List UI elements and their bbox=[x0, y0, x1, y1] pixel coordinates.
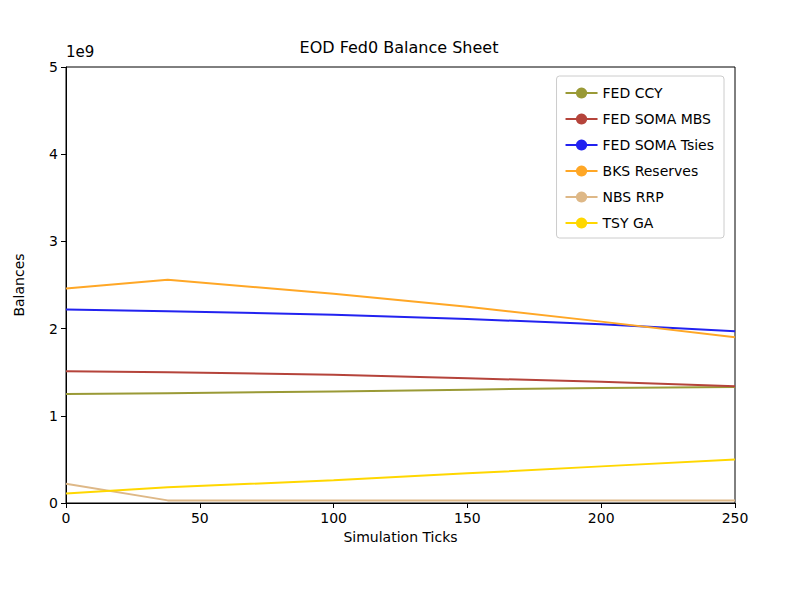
svg-text:250: 250 bbox=[722, 510, 749, 526]
svg-text:5: 5 bbox=[49, 59, 58, 75]
svg-text:BKS Reserves: BKS Reserves bbox=[603, 163, 699, 179]
svg-text:4: 4 bbox=[49, 146, 58, 162]
svg-text:TSY GA: TSY GA bbox=[602, 215, 654, 231]
svg-text:FED SOMA MBS: FED SOMA MBS bbox=[603, 111, 712, 127]
svg-text:200: 200 bbox=[588, 510, 615, 526]
svg-text:EOD Fed0 Balance Sheet: EOD Fed0 Balance Sheet bbox=[300, 38, 499, 57]
svg-text:0: 0 bbox=[62, 510, 71, 526]
svg-text:1e9: 1e9 bbox=[66, 43, 94, 61]
svg-text:100: 100 bbox=[320, 510, 347, 526]
svg-text:50: 50 bbox=[191, 510, 209, 526]
svg-text:Balances: Balances bbox=[11, 253, 27, 316]
svg-text:0: 0 bbox=[49, 495, 58, 511]
svg-text:NBS RRP: NBS RRP bbox=[603, 189, 664, 205]
svg-text:150: 150 bbox=[454, 510, 481, 526]
svg-text:FED CCY: FED CCY bbox=[603, 85, 663, 101]
svg-text:1: 1 bbox=[49, 408, 58, 424]
svg-text:3: 3 bbox=[49, 233, 58, 249]
svg-text:2: 2 bbox=[49, 321, 58, 337]
svg-text:FED SOMA Tsies: FED SOMA Tsies bbox=[603, 137, 714, 153]
svg-text:Simulation Ticks: Simulation Ticks bbox=[343, 529, 457, 545]
